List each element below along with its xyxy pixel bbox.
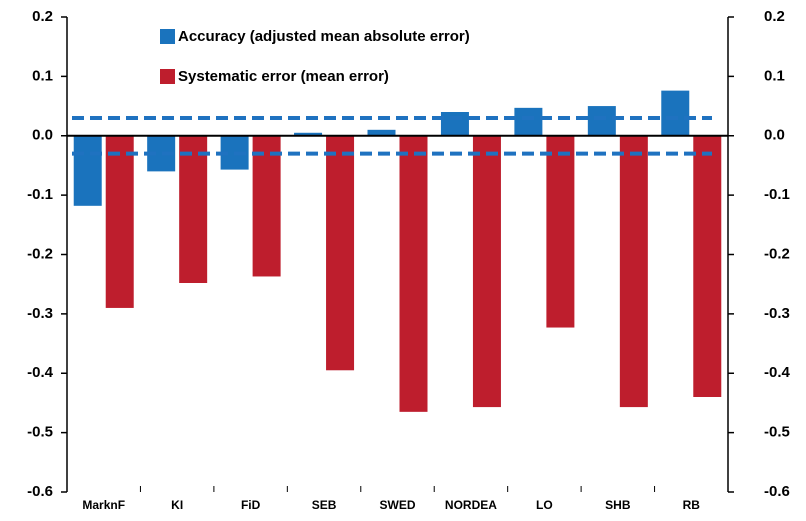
y2-tick-label: -0.2 xyxy=(764,245,790,262)
bar xyxy=(294,132,323,136)
bar xyxy=(367,129,396,136)
x-tick-label: KI xyxy=(171,498,183,512)
y2-tick-label: -0.6 xyxy=(764,483,790,500)
bar xyxy=(326,135,355,371)
x-tick-label: MarknF xyxy=(82,498,125,512)
bar xyxy=(252,135,281,277)
y-tick-label: -0.2 xyxy=(27,245,53,262)
x-tick-label: NORDEA xyxy=(445,498,497,512)
y2-tick-label: 0.1 xyxy=(764,67,785,84)
bar xyxy=(514,107,543,136)
x-tick-label: FiD xyxy=(241,498,261,512)
legend-label: Systematic error (mean error) xyxy=(178,68,389,85)
y-tick-label: -0.4 xyxy=(27,364,54,381)
legend-swatch xyxy=(160,69,175,84)
y2-tick-label: -0.4 xyxy=(764,364,791,381)
bar xyxy=(587,106,616,136)
y-tick-label: -0.3 xyxy=(27,305,53,322)
bar xyxy=(619,135,648,408)
y-tick-label: 0.0 xyxy=(32,127,53,144)
x-tick-label: RB xyxy=(683,498,701,512)
bar xyxy=(179,135,208,283)
x-tick-label: SEB xyxy=(312,498,337,512)
x-tick-label: SHB xyxy=(605,498,631,512)
bar xyxy=(472,135,501,408)
y-tick-label: -0.5 xyxy=(27,424,53,441)
y2-tick-label: -0.1 xyxy=(764,186,790,203)
x-tick-label: LO xyxy=(536,498,553,512)
bar xyxy=(105,135,134,308)
legend-label: Accuracy (adjusted mean absolute error) xyxy=(178,28,470,45)
bar xyxy=(440,112,469,136)
bar xyxy=(693,135,722,397)
bar xyxy=(73,135,102,206)
y2-tick-label: 0.2 xyxy=(764,8,785,25)
y2-tick-label: -0.5 xyxy=(764,424,790,441)
legend-swatch xyxy=(160,29,175,44)
y-tick-label: 0.2 xyxy=(32,8,53,25)
x-tick-label: SWED xyxy=(380,498,416,512)
y-tick-label: -0.1 xyxy=(27,186,53,203)
bar xyxy=(546,135,575,328)
y-tick-label: 0.1 xyxy=(32,67,53,84)
bar xyxy=(661,90,690,136)
y2-tick-label: 0.0 xyxy=(764,127,785,144)
bar xyxy=(399,135,428,412)
y2-tick-label: -0.3 xyxy=(764,305,790,322)
y-tick-label: -0.6 xyxy=(27,483,53,500)
